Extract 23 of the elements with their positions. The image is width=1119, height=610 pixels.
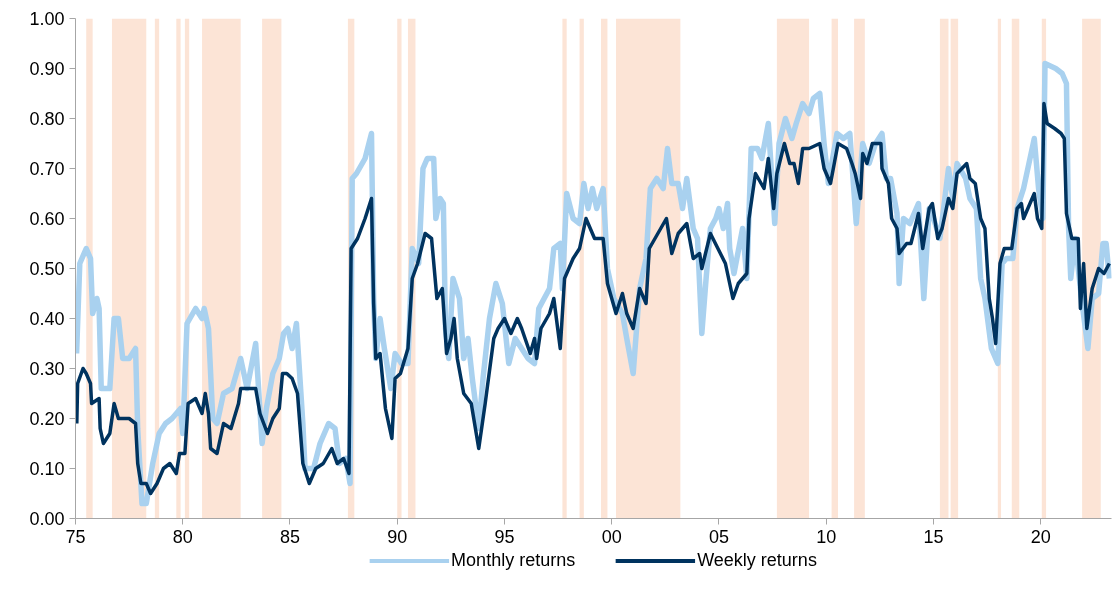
x-tick-label: 75 <box>65 526 86 547</box>
y-tick-label: 0.00 <box>29 509 65 529</box>
y-tick-label: 0.30 <box>29 359 65 379</box>
y-tick-label: 0.50 <box>29 259 65 279</box>
y-tick-label: 0.40 <box>29 309 65 329</box>
y-tick-label: 0.60 <box>29 209 65 229</box>
x-tick-label: 00 <box>601 526 622 547</box>
legend-label: Monthly returns <box>451 549 576 571</box>
x-tick-label: 95 <box>494 526 515 547</box>
x-tick-label: 05 <box>708 526 729 547</box>
y-tick-label: 0.80 <box>29 109 65 129</box>
x-tick-label: 80 <box>172 526 193 547</box>
legend-label: Weekly returns <box>697 549 817 571</box>
x-tick-label: 85 <box>279 526 301 547</box>
y-tick-label: 0.70 <box>29 159 65 179</box>
y-tick-label: 1.00 <box>29 9 65 29</box>
y-tick-label: 0.10 <box>29 459 65 479</box>
x-tick-label: 15 <box>923 526 944 547</box>
y-tick-label: 0.20 <box>29 409 65 429</box>
x-tick-label: 10 <box>816 526 837 547</box>
x-tick-label: 20 <box>1030 526 1051 547</box>
x-tick-label: 90 <box>387 526 408 547</box>
y-tick-label: 0.90 <box>29 59 65 79</box>
